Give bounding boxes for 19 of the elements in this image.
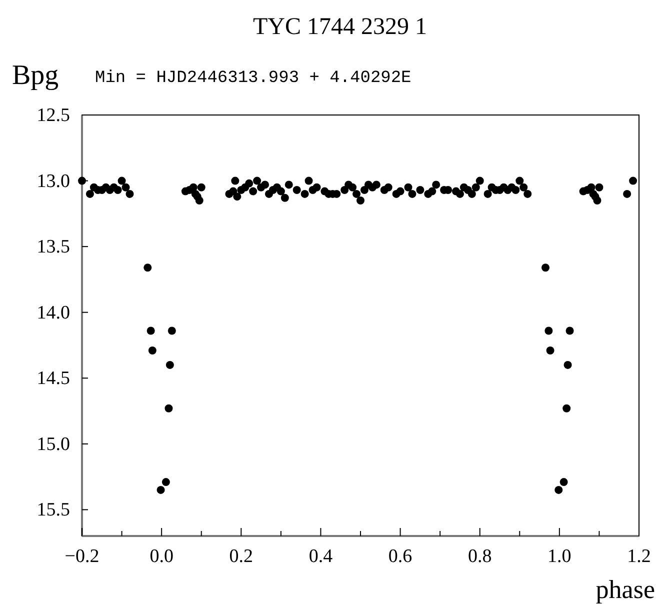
- x-tick-label: 0.6: [388, 546, 412, 567]
- y-tick-label: 13.0: [36, 170, 70, 192]
- x-tick-label: −0.2: [64, 546, 100, 567]
- chart-subtitle: Min = HJD2446313.993 + 4.40292E: [95, 69, 412, 88]
- chart-title: TYC 1744 2329 1: [253, 14, 427, 40]
- x-tick-label: 1.2: [627, 546, 651, 567]
- y-tick-label: 15.0: [36, 434, 70, 455]
- x-tick-label: 0.0: [150, 546, 174, 567]
- y-axis-title: Bpg: [12, 60, 59, 91]
- y-tick-label: 12.5: [36, 105, 70, 126]
- x-tick-label: 0.8: [468, 546, 492, 567]
- y-tick-label: 14.0: [36, 302, 70, 324]
- y-tick-label: 14.5: [36, 368, 70, 390]
- y-tick-label: 13.5: [36, 236, 70, 258]
- x-tick-label: 0.4: [308, 546, 334, 567]
- y-tick-label: 15.5: [36, 500, 70, 521]
- x-tick-label: 1.0: [548, 546, 572, 567]
- x-axis-title: phase: [596, 575, 655, 604]
- x-tick-label: 0.2: [229, 546, 254, 567]
